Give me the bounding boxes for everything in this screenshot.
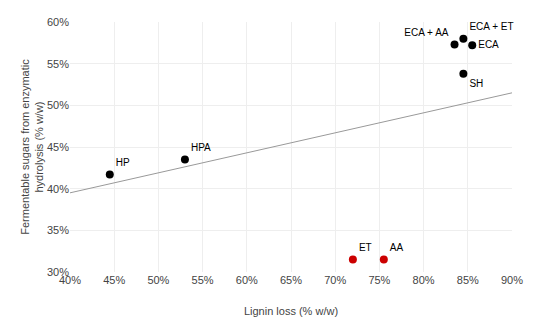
svg-text:HP: HP bbox=[116, 157, 130, 168]
svg-text:HPA: HPA bbox=[191, 142, 211, 153]
svg-text:75%: 75% bbox=[368, 274, 390, 286]
svg-text:40%: 40% bbox=[59, 274, 81, 286]
svg-text:80%: 80% bbox=[413, 274, 435, 286]
svg-text:Fermentable sugars from enzyma: Fermentable sugars from enzymatichydroly… bbox=[19, 59, 45, 235]
svg-text:SH: SH bbox=[469, 78, 483, 89]
svg-text:ECA + AA: ECA + AA bbox=[404, 27, 449, 38]
svg-text:45%: 45% bbox=[47, 141, 69, 153]
svg-text:90%: 90% bbox=[501, 274, 523, 286]
svg-text:60%: 60% bbox=[236, 274, 258, 286]
svg-text:ECA: ECA bbox=[478, 39, 499, 50]
svg-text:40%: 40% bbox=[47, 183, 69, 195]
svg-text:55%: 55% bbox=[47, 58, 69, 70]
svg-text:ECA + ET: ECA + ET bbox=[469, 21, 513, 32]
svg-text:55%: 55% bbox=[192, 274, 214, 286]
svg-text:85%: 85% bbox=[457, 274, 479, 286]
svg-text:50%: 50% bbox=[147, 274, 169, 286]
svg-text:45%: 45% bbox=[103, 274, 125, 286]
svg-text:65%: 65% bbox=[280, 274, 302, 286]
svg-text:Lignin loss (% w/w): Lignin loss (% w/w) bbox=[244, 305, 338, 317]
svg-text:ET: ET bbox=[359, 242, 372, 253]
svg-text:35%: 35% bbox=[47, 224, 69, 236]
svg-text:AA: AA bbox=[390, 242, 404, 253]
svg-text:70%: 70% bbox=[324, 274, 346, 286]
svg-text:50%: 50% bbox=[47, 99, 69, 111]
svg-text:30%: 30% bbox=[47, 266, 69, 278]
svg-text:60%: 60% bbox=[47, 16, 69, 28]
